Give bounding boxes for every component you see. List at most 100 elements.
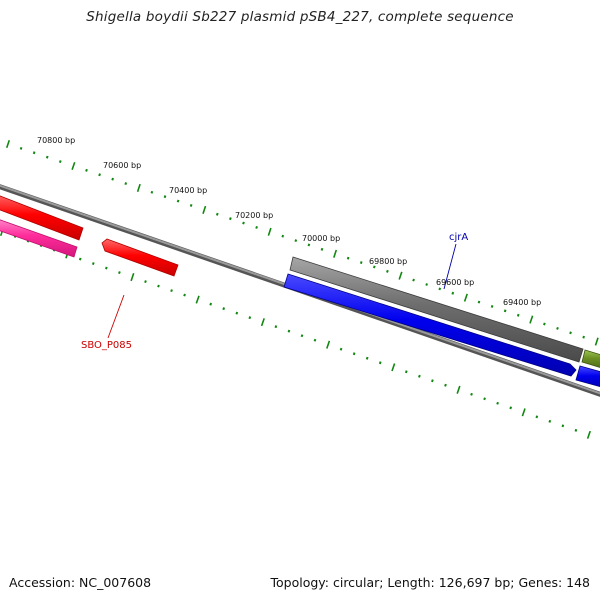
gene-feature-blue-right[interactable] — [575, 365, 600, 388]
gene-label-cjra-group[interactable]: cjrA — [443, 232, 468, 290]
outer-ruler-minor-tick — [45, 155, 49, 159]
inner-ruler-minor-tick — [365, 356, 369, 360]
inner-ruler-minor-tick — [339, 347, 343, 351]
outer-ruler-major-tick — [398, 271, 403, 280]
inner-ruler-minor-tick — [209, 302, 213, 306]
outer-ruler-minor-tick — [477, 300, 481, 304]
inner-ruler-minor-tick — [78, 257, 82, 261]
ruler-label-69800: 69800 bp — [369, 257, 407, 266]
outer-ruler-minor-tick — [359, 261, 363, 264]
ruler-label-70000: 70000 bp — [302, 234, 340, 243]
outer-ruler-minor-tick — [242, 221, 245, 225]
inner-ruler-minor-tick — [431, 379, 434, 383]
ruler-label-70400: 70400 bp — [169, 186, 207, 195]
outer-ruler-major-tick — [136, 183, 141, 192]
outer-ruler-minor-tick — [150, 190, 154, 194]
outer-ruler-major-tick — [594, 337, 599, 346]
outer-ruler-minor-tick — [451, 291, 455, 295]
inner-ruler-minor-tick — [300, 334, 304, 338]
outer-ruler-minor-tick — [281, 234, 285, 238]
outer-ruler-minor-tick — [346, 256, 350, 260]
inner-ruler-minor-tick — [274, 325, 278, 329]
inner-ruler-minor-tick — [483, 397, 486, 401]
inner-ruler-minor-tick — [313, 338, 317, 342]
inner-ruler-minor-tick — [170, 289, 173, 293]
gene-label-sbo-p085[interactable]: SBO_P085 — [81, 340, 132, 351]
outer-ruler-minor-tick — [490, 304, 494, 308]
inner-ruler-major-tick — [260, 318, 265, 327]
outer-ruler-minor-tick — [582, 335, 585, 339]
outer-ruler-minor-tick — [85, 168, 88, 172]
inner-ruler-minor-tick — [287, 329, 291, 333]
inner-ruler-minor-tick — [105, 266, 108, 270]
outer-ruler-minor-tick — [569, 331, 572, 335]
outer-ruler-minor-tick — [372, 265, 376, 269]
ruler-label-70200: 70200 bp — [235, 211, 273, 220]
inner-ruler-major-tick — [586, 430, 591, 439]
outer-ruler-minor-tick — [111, 177, 114, 181]
ruler-label-69600: 69600 bp — [436, 278, 474, 287]
inner-ruler-minor-tick — [535, 415, 539, 419]
gene-label-sbo-p085-group[interactable]: SBO_P085 — [81, 294, 132, 351]
outer-ruler-major-tick — [267, 227, 272, 236]
inner-ruler-minor-tick — [574, 428, 578, 432]
inner-ruler-minor-tick — [235, 311, 239, 315]
inner-ruler-minor-tick — [248, 316, 252, 320]
gene-label-cjra[interactable]: cjrA — [449, 232, 468, 243]
outer-ruler-minor-tick — [19, 146, 23, 150]
inner-ruler-minor-tick — [404, 370, 408, 374]
map-title: Shigella boydii Sb227 plasmid pSB4_227, … — [86, 9, 514, 25]
outer-ruler-minor-tick — [438, 287, 442, 291]
outer-ruler-minor-tick — [516, 313, 520, 317]
inner-ruler-minor-tick — [444, 383, 447, 387]
outer-ruler-minor-tick — [503, 309, 507, 313]
outer-ruler-major-tick — [71, 161, 76, 170]
ruler-label-70600: 70600 bp — [103, 161, 141, 170]
outer-ruler-minor-tick — [543, 322, 546, 326]
gene-feature-blue[interactable] — [283, 273, 577, 377]
gene-feature-magenta-left[interactable] — [0, 218, 78, 258]
inner-ruler-minor-tick — [418, 374, 421, 378]
outer-ruler-minor-tick — [98, 173, 101, 177]
inner-ruler-minor-tick — [222, 307, 226, 311]
inner-ruler-minor-tick — [470, 392, 473, 396]
outer-ruler-minor-tick — [386, 269, 389, 273]
outer-ruler-major-tick — [529, 315, 534, 324]
inner-ruler-major-tick — [521, 408, 526, 417]
outer-ruler-minor-tick — [412, 278, 415, 282]
outer-ruler-major-tick — [463, 293, 468, 302]
inner-ruler-minor-tick — [91, 262, 95, 266]
outer-ruler-minor-tick — [307, 243, 311, 247]
inner-ruler-major-tick — [195, 295, 200, 304]
ruler-labels: 70800 bp 70600 bp 70400 bp 70200 bp 7000… — [37, 136, 541, 307]
inner-ruler-major-tick — [326, 340, 331, 349]
outer-ruler-minor-tick — [124, 182, 128, 185]
outer-ruler-major-tick — [333, 249, 338, 258]
outer-ruler-minor-tick — [294, 239, 298, 243]
inner-ruler-minor-tick — [496, 401, 499, 405]
inner-ruler-minor-tick — [378, 361, 382, 365]
gene-feature-olive[interactable] — [581, 349, 600, 369]
ruler-label-70800: 70800 bp — [37, 136, 75, 145]
ruler-label-69400: 69400 bp — [503, 298, 541, 307]
outer-ruler-minor-tick — [176, 199, 180, 203]
outer-ruler — [5, 139, 599, 346]
inner-ruler-minor-tick — [144, 280, 147, 284]
outer-ruler-minor-tick — [215, 212, 219, 216]
accession-text: Accession: NC_007608 — [9, 575, 152, 590]
outer-ruler-minor-tick — [189, 204, 193, 207]
outer-ruler-major-tick — [5, 139, 11, 149]
summary-text: Topology: circular; Length: 126,697 bp; … — [270, 575, 591, 590]
inner-ruler-minor-tick — [157, 284, 160, 288]
inner-ruler-minor-tick — [183, 293, 186, 297]
inner-ruler-major-tick — [391, 363, 396, 372]
outer-ruler-minor-tick — [425, 283, 428, 286]
gene-feature-red-left[interactable] — [0, 194, 84, 241]
gene-feature-gray[interactable] — [289, 256, 584, 363]
outer-ruler-major-tick — [202, 205, 207, 214]
gene-feature-sbo-p085[interactable] — [101, 238, 179, 277]
outer-ruler-minor-tick — [320, 247, 324, 251]
outer-ruler-minor-tick — [58, 160, 62, 164]
